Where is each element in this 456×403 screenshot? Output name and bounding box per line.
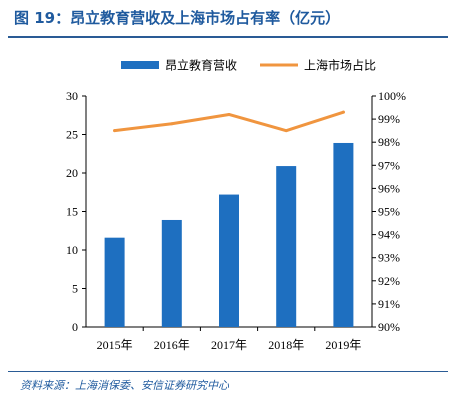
- y-left-tick-label: 20: [66, 166, 78, 180]
- x-tick-label: 2019年: [325, 338, 361, 352]
- legend-bar-label: 昂立教育营收: [165, 58, 237, 73]
- y-left-tick-label: 25: [66, 128, 78, 142]
- x-tick-label: 2016年: [154, 338, 190, 352]
- y-left-tick-label: 0: [72, 320, 78, 334]
- legend-bar-swatch: [121, 61, 159, 69]
- revenue-bar: [333, 142, 354, 327]
- title-divider: [8, 36, 448, 38]
- x-tick-label: 2015年: [97, 338, 133, 352]
- legend: 昂立教育营收 上海市场占比: [121, 58, 376, 73]
- y-right-tick-label: 99%: [378, 112, 400, 126]
- y-right-tick-label: 95%: [378, 205, 400, 219]
- revenue-bar: [276, 166, 297, 327]
- share-point: [113, 129, 117, 133]
- y-right-tick-label: 97%: [378, 158, 400, 172]
- share-point: [170, 122, 174, 126]
- plot-area: 0 5 10 15 20 25 30 90% 91% 92% 93% 94% 95% 96% 97% 98% 9…: [66, 89, 406, 352]
- share-point: [341, 110, 345, 114]
- y-right-tick-label: 91%: [378, 297, 400, 311]
- revenue-bar: [161, 219, 182, 327]
- y-left-tick-label: 5: [72, 282, 78, 296]
- footer-divider: [8, 371, 448, 372]
- y-right-tick-label: 90%: [378, 320, 400, 334]
- revenue-bar: [104, 237, 125, 327]
- source-note: 资料来源：上海消保委、安信证券研究中心: [20, 379, 229, 392]
- y-right-tick-label: 100%: [378, 89, 406, 103]
- share-point: [284, 129, 288, 133]
- y-left-tick-label: 10: [66, 243, 78, 257]
- y-right-tick-label: 94%: [378, 228, 400, 242]
- y-right-tick-label: 93%: [378, 251, 400, 265]
- y-left-tick-label: 30: [66, 89, 78, 103]
- y-left-tick-label: 15: [66, 205, 78, 219]
- legend-line-label: 上海市场占比: [304, 58, 376, 73]
- revenue-bar: [219, 194, 239, 327]
- x-tick-label: 2018年: [268, 338, 304, 352]
- y-right-tick-label: 96%: [378, 181, 400, 195]
- share-point: [227, 112, 231, 116]
- y-right-tick-label: 92%: [378, 274, 400, 288]
- y-right-tick-label: 98%: [378, 135, 400, 149]
- chart-title: 图 19：昂立教育营收及上海市场占有率（亿元）: [14, 9, 341, 27]
- x-tick-label: 2017年: [211, 338, 247, 352]
